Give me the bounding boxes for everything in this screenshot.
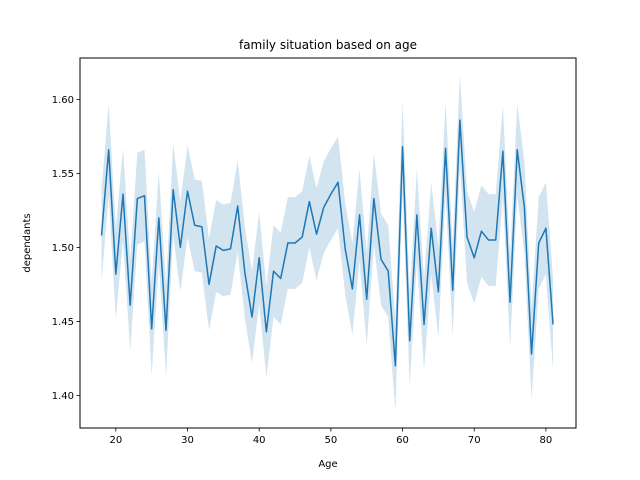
y-tick-label: 1.55 [52, 169, 74, 180]
x-axis-label: Age [318, 459, 337, 470]
data-point [516, 148, 519, 151]
chart-title: family situation based on age [239, 38, 417, 52]
data-point [501, 150, 504, 153]
plot-area [100, 74, 555, 412]
data-point [265, 330, 268, 333]
data-point [372, 197, 375, 200]
data-point [344, 247, 347, 250]
data-point [193, 224, 196, 227]
data-point [322, 206, 325, 209]
data-point [294, 242, 297, 245]
data-point [466, 236, 469, 239]
data-point [423, 323, 426, 326]
data-point [150, 327, 153, 330]
data-point [100, 234, 103, 237]
data-point [286, 242, 289, 245]
data-point [530, 353, 533, 356]
data-point [394, 364, 397, 367]
data-point [136, 197, 139, 200]
data-point [509, 301, 512, 304]
data-point [186, 190, 189, 193]
data-point [523, 206, 526, 209]
data-point [279, 277, 282, 280]
axis-ticks: 20 30 40 50 60 70 80 1.40 1.45 1.50 1.55 1.60 [52, 95, 553, 446]
data-point [544, 227, 547, 230]
x-tick-label: 30 [181, 435, 194, 446]
data-point [451, 289, 454, 292]
y-tick-label: 1.45 [52, 317, 74, 328]
data-point [200, 225, 203, 228]
series-line [100, 119, 554, 367]
axes-frame [79, 57, 577, 429]
data-point [537, 242, 540, 245]
data-point [258, 256, 261, 259]
data-point [329, 193, 332, 196]
data-point [480, 230, 483, 233]
data-point [229, 247, 232, 250]
data-point [337, 181, 340, 184]
data-point [401, 145, 404, 148]
data-point [380, 258, 383, 261]
data-point [301, 236, 304, 239]
data-point [243, 271, 246, 274]
confidence-band [101, 74, 554, 412]
y-tick-label: 1.40 [52, 391, 74, 402]
data-point [107, 148, 110, 151]
data-point [437, 290, 440, 293]
data-point [552, 323, 555, 326]
data-point [315, 233, 318, 236]
data-point [487, 239, 490, 242]
data-point [143, 194, 146, 197]
data-point [215, 244, 218, 247]
data-point [358, 213, 361, 216]
data-point [415, 213, 418, 216]
x-tick-label: 60 [396, 435, 409, 446]
data-point [458, 119, 461, 122]
data-point [165, 329, 168, 332]
y-axis-label: dependants [22, 213, 33, 272]
data-point [251, 316, 254, 319]
data-point [129, 304, 132, 307]
x-tick-label: 50 [324, 435, 337, 446]
data-point [272, 270, 275, 273]
data-point [208, 283, 211, 286]
data-point [387, 270, 390, 273]
data-point [365, 298, 368, 301]
data-point [430, 227, 433, 230]
data-point [351, 287, 354, 290]
data-point [473, 256, 476, 259]
x-tick-label: 70 [468, 435, 481, 446]
data-point [236, 205, 239, 208]
data-point [157, 216, 160, 219]
x-tick-label: 80 [540, 435, 553, 446]
y-tick-label: 1.50 [52, 243, 74, 254]
y-tick-label: 1.60 [52, 95, 74, 106]
data-point [494, 239, 497, 242]
x-tick-label: 40 [253, 435, 266, 446]
data-point [179, 246, 182, 249]
data-point [122, 193, 125, 196]
data-point [222, 249, 225, 252]
data-point [444, 147, 447, 150]
data-point [172, 188, 175, 191]
data-point [114, 273, 117, 276]
x-tick-label: 20 [109, 435, 122, 446]
data-point [408, 339, 411, 342]
data-point [308, 200, 311, 203]
